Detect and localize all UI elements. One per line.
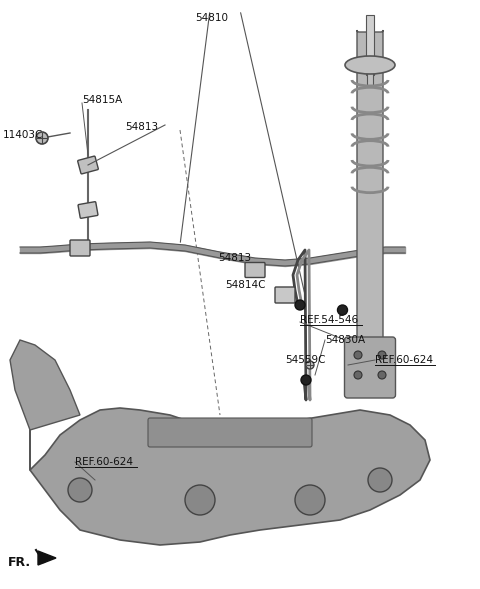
Text: 54814C: 54814C [225, 280, 265, 290]
Text: 54810: 54810 [195, 13, 228, 23]
FancyBboxPatch shape [78, 156, 98, 174]
Circle shape [185, 485, 215, 515]
Circle shape [354, 351, 362, 359]
Circle shape [354, 371, 362, 379]
Circle shape [295, 485, 325, 515]
Circle shape [378, 351, 386, 359]
Text: 54813: 54813 [125, 122, 158, 132]
Text: 54559C: 54559C [285, 355, 325, 365]
Polygon shape [38, 551, 56, 565]
Text: REF.60-624: REF.60-624 [75, 457, 133, 467]
FancyBboxPatch shape [70, 240, 90, 256]
Text: 54830A: 54830A [325, 335, 365, 345]
Circle shape [337, 305, 348, 315]
Circle shape [378, 371, 386, 379]
Circle shape [295, 300, 305, 310]
Bar [367, 70, 373, 85]
Circle shape [368, 468, 392, 492]
Circle shape [68, 478, 92, 502]
Text: REF.54-546: REF.54-546 [300, 315, 358, 325]
Text: REF.60-624: REF.60-624 [375, 355, 433, 365]
FancyBboxPatch shape [275, 287, 295, 303]
Text: FR.: FR. [8, 557, 31, 570]
FancyBboxPatch shape [357, 30, 383, 390]
Polygon shape [10, 340, 80, 430]
Polygon shape [30, 390, 430, 545]
Circle shape [301, 375, 311, 385]
FancyBboxPatch shape [148, 418, 312, 447]
Bar [366, 15, 374, 75]
Circle shape [36, 132, 48, 144]
Text: 11403C: 11403C [3, 130, 43, 140]
FancyBboxPatch shape [245, 263, 265, 277]
Text: 54813: 54813 [218, 253, 251, 263]
Circle shape [306, 361, 314, 369]
FancyBboxPatch shape [345, 337, 396, 398]
Text: 54815A: 54815A [82, 95, 122, 105]
FancyBboxPatch shape [78, 201, 98, 219]
Ellipse shape [345, 56, 395, 74]
